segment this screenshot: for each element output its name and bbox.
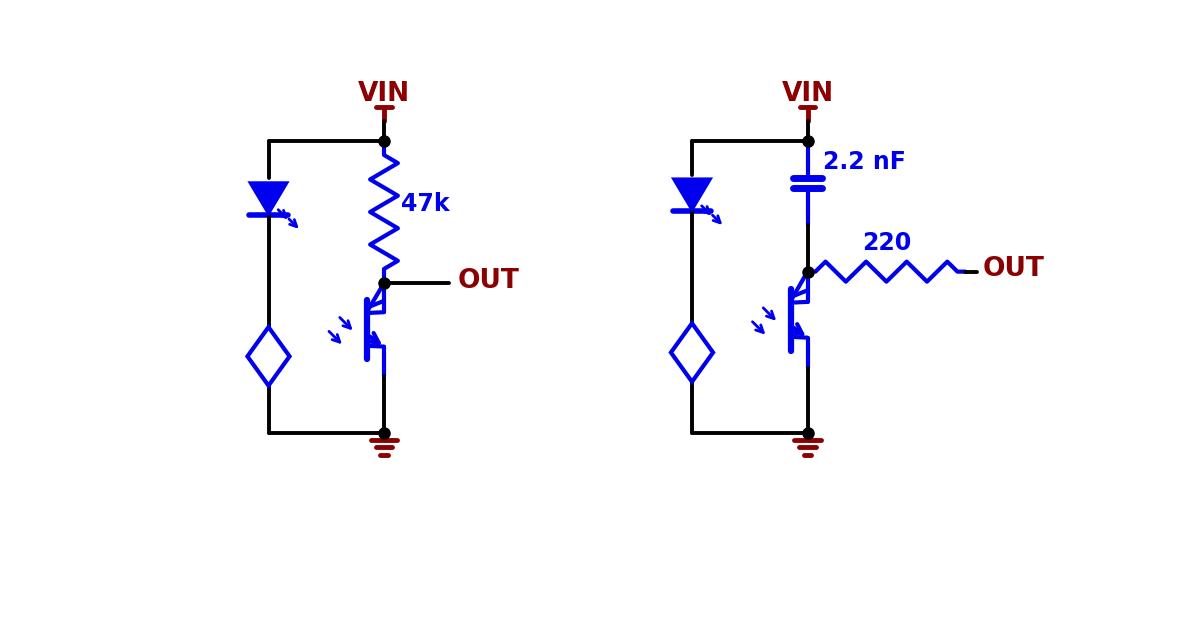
Text: VIN: VIN bbox=[358, 81, 410, 107]
Text: VIN: VIN bbox=[781, 81, 834, 107]
Text: 2.2 nF: 2.2 nF bbox=[823, 150, 906, 173]
Text: OUT: OUT bbox=[983, 256, 1044, 281]
Text: OUT: OUT bbox=[457, 268, 520, 294]
Text: 47k: 47k bbox=[401, 193, 450, 216]
Polygon shape bbox=[673, 178, 712, 211]
Polygon shape bbox=[247, 327, 289, 386]
Polygon shape bbox=[671, 323, 713, 382]
Polygon shape bbox=[250, 183, 288, 215]
Text: 220: 220 bbox=[862, 230, 911, 255]
